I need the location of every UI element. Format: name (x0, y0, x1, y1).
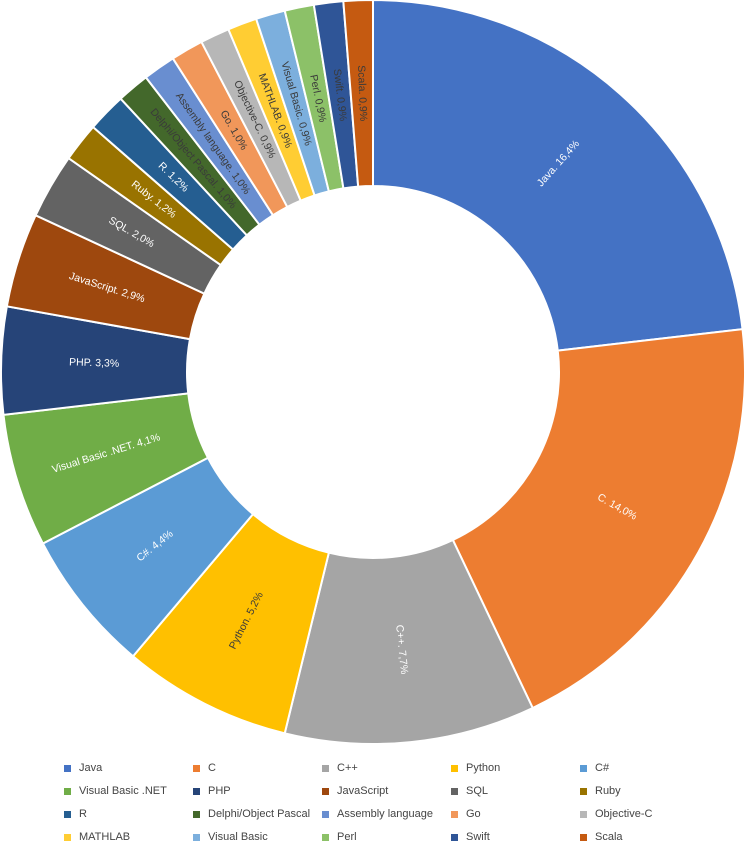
legend-label: Perl (337, 831, 357, 843)
legend-label: Swift (466, 831, 490, 843)
legend-swatch (451, 787, 458, 795)
legend-swatch (64, 787, 71, 795)
legend-label: Delphi/Object Pascal (208, 808, 311, 820)
legend-item-ruby: Ruby (580, 785, 709, 797)
legend-label: MATHLAB (79, 831, 131, 843)
legend-swatch (64, 810, 71, 818)
legend-label: Objective-C (595, 808, 653, 820)
legend-item-sql: SQL (451, 785, 580, 797)
slice-scala (342, 0, 374, 188)
legend-item-visual-basic-net: Visual Basic .NET (64, 785, 193, 797)
legend-swatch (193, 764, 200, 772)
slice-c (451, 328, 746, 710)
legend-label: Scala (595, 831, 623, 843)
legend-swatch (580, 764, 587, 772)
legend-label: PHP (208, 785, 231, 797)
legend-item-scala: Scala (580, 831, 709, 843)
legend-label: Assembly language (337, 808, 434, 820)
legend-label: JavaScript (337, 785, 389, 797)
legend-label: C (208, 762, 216, 774)
legend: Java C C++ Python C# Visual Basic .NET PHP Java… (64, 762, 704, 843)
legend-item-c: C (193, 762, 322, 774)
legend-item-objective-c: Objective-C (580, 808, 709, 820)
legend-swatch (193, 787, 200, 795)
legend-item-c: C# (580, 762, 709, 774)
donut-chart: Java. 16,4%C. 14,0%C++. 7,7%Python. 5,2%… (0, 0, 746, 745)
legend-label: Visual Basic (208, 831, 268, 843)
legend-label: C++ (337, 762, 358, 774)
legend-swatch (322, 787, 329, 795)
legend-item-php: PHP (193, 785, 322, 797)
legend-item-delphi-object-pascal: Delphi/Object Pascal (193, 808, 322, 820)
data-label-php: PHP. 3,3% (69, 356, 119, 370)
legend-label: Python (466, 762, 501, 774)
legend-item-perl: Perl (322, 831, 451, 843)
legend-item-javascript: JavaScript (322, 785, 451, 797)
legend-label: R (79, 808, 87, 820)
legend-label: Go (466, 808, 481, 820)
legend-label: C# (595, 762, 610, 774)
legend-item-python: Python (451, 762, 580, 774)
legend-swatch (580, 833, 587, 841)
legend-item-go: Go (451, 808, 580, 820)
legend-swatch (451, 764, 458, 772)
legend-label: SQL (466, 785, 489, 797)
legend-item-r: R (64, 808, 193, 820)
legend-item-swift: Swift (451, 831, 580, 843)
legend-item-visual-basic: Visual Basic (193, 831, 322, 843)
data-label-c: C++. 7,7% (393, 624, 410, 675)
legend-swatch (451, 810, 458, 818)
legend-label: Ruby (595, 785, 621, 797)
legend-item-c: C++ (322, 762, 451, 774)
legend-label: Visual Basic .NET (79, 785, 167, 797)
legend-label: Java (79, 762, 103, 774)
legend-swatch (451, 833, 458, 841)
legend-swatch (322, 764, 329, 772)
legend-swatch (580, 810, 587, 818)
data-label-scala: Scala. 0,9% (355, 65, 369, 121)
legend-swatch (64, 833, 71, 841)
legend-swatch (193, 833, 200, 841)
legend-item-assembly-language: Assembly language (322, 808, 451, 820)
legend-swatch (322, 810, 329, 818)
legend-swatch (193, 810, 200, 818)
slices-group (0, 0, 746, 745)
legend-swatch (322, 833, 329, 841)
legend-swatch (64, 764, 71, 772)
legend-swatch (580, 787, 587, 795)
slice-java (372, 0, 744, 352)
legend-item-java: Java (64, 762, 193, 774)
legend-item-mathlab: MATHLAB (64, 831, 193, 843)
